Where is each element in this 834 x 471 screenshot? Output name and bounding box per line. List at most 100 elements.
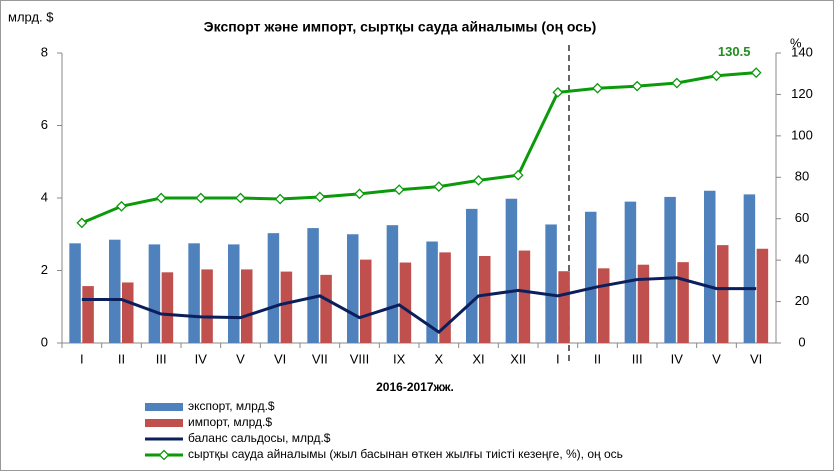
marker: [155, 192, 167, 204]
line: [81, 71, 757, 225]
chart-title: Экспорт және импорт, сыртқы сауда айналы…: [204, 19, 597, 35]
marker: [671, 77, 683, 89]
bar: [148, 244, 161, 343]
marker: [592, 82, 603, 94]
marker: [314, 191, 326, 203]
x-tick-label: IV: [195, 351, 208, 366]
bar: [399, 262, 412, 343]
line: [81, 276, 757, 335]
x-tick-label: III: [632, 351, 643, 366]
legend-label: баланс сальдосы, млрд.$: [188, 431, 331, 445]
x-tick-label: VIII: [350, 351, 370, 366]
y-tick-label: 8: [41, 44, 48, 59]
y-tick-label: 4: [41, 189, 48, 204]
legend-label: импорт, млрд.$: [188, 415, 272, 429]
bar: [545, 224, 557, 343]
y2-tick-label: 0: [798, 334, 805, 349]
bar: [585, 211, 597, 343]
bar: [161, 272, 174, 343]
bar: [717, 245, 729, 343]
legend-swatch: [145, 419, 183, 427]
bar: [360, 259, 372, 343]
bar: [426, 241, 438, 343]
marker: [274, 193, 286, 205]
bar: [677, 262, 689, 343]
marker: [750, 67, 762, 79]
x-tick-label: X: [434, 351, 443, 366]
x-tick-label: V: [236, 351, 245, 366]
y-tick-label: 6: [41, 117, 48, 132]
x-tick-label: II: [594, 351, 601, 366]
legend-label: сыртқы сауда айналымы (жыл басынан өткен…: [188, 447, 623, 461]
bar: [241, 269, 253, 343]
bar: [307, 228, 319, 343]
x-tick-label: VII: [312, 351, 328, 366]
bar: [518, 250, 531, 343]
bar: [664, 196, 676, 343]
bar: [558, 271, 570, 343]
y-tick-label: 0: [41, 334, 48, 349]
bar: [439, 252, 451, 343]
x-tick-label: VI: [750, 351, 762, 366]
x-tick-label: III: [156, 351, 167, 366]
bar: [201, 269, 213, 343]
y-axis-label: млрд. $: [8, 9, 54, 24]
x-axis-label: 2016-2017жж.: [376, 380, 454, 394]
x-tick-label: VI: [274, 351, 286, 366]
y-tick-label: 2: [41, 262, 48, 277]
legend-label: экспорт, млрд.$: [188, 399, 275, 413]
bar: [188, 243, 200, 343]
bar: [637, 264, 650, 343]
bar: [69, 243, 81, 343]
bar: [466, 208, 478, 343]
x-tick-label: XII: [510, 351, 526, 366]
x-tick-label: I: [556, 351, 560, 366]
bar: [109, 239, 121, 343]
marker: [76, 217, 88, 229]
bar: [756, 248, 769, 343]
marker: [195, 192, 207, 204]
bar: [347, 234, 359, 343]
marker: [473, 174, 484, 186]
bar: [743, 194, 756, 343]
bar: [122, 282, 134, 343]
x-tick-label: IV: [671, 351, 684, 366]
marker: [235, 192, 246, 204]
x-tick-label: V: [712, 351, 721, 366]
bar: [280, 271, 293, 343]
bar: [82, 286, 94, 343]
y2-axis-label: %: [790, 35, 802, 50]
bar: [598, 268, 610, 343]
marker: [631, 80, 643, 92]
y2-tick-label: 100: [791, 127, 813, 142]
x-tick-label: IX: [393, 351, 406, 366]
y2-tick-label: 60: [795, 210, 809, 225]
y2-tick-label: 140: [791, 44, 813, 59]
y2-tick-label: 120: [791, 86, 813, 101]
bar: [320, 274, 332, 343]
bar: [386, 225, 399, 343]
legend-marker: [158, 449, 170, 461]
y2-tick-label: 40: [795, 252, 809, 267]
marker: [552, 86, 564, 98]
bar: [704, 190, 716, 343]
marker: [354, 188, 365, 200]
y2-tick-label: 80: [795, 169, 809, 184]
bar: [624, 201, 637, 343]
bar: [505, 198, 518, 343]
y2-tick-label: 20: [795, 293, 809, 308]
legend-swatch: [145, 403, 183, 411]
x-tick-label: II: [118, 351, 125, 366]
x-tick-label: I: [80, 351, 84, 366]
marker: [393, 184, 405, 196]
marker: [433, 181, 445, 193]
x-tick-label: XI: [472, 351, 484, 366]
bar: [228, 244, 240, 343]
bar: [267, 233, 280, 343]
data-label: 130.5: [718, 44, 751, 59]
marker: [116, 200, 127, 212]
bar: [479, 256, 491, 343]
marker: [512, 169, 524, 181]
marker: [711, 70, 722, 82]
